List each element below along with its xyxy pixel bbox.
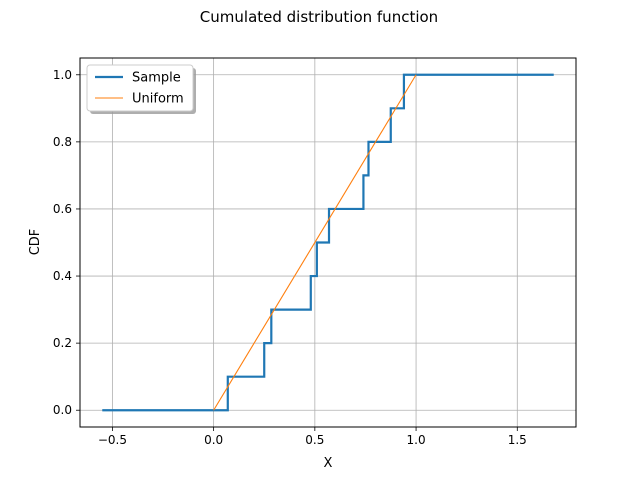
x-tick-label: 1.5 (508, 433, 527, 447)
y-tick-label: 0.6 (53, 202, 72, 216)
y-tick-label: 0.0 (53, 403, 72, 417)
y-axis-label: CDF (28, 229, 43, 256)
y-tick-label: 0.2 (53, 336, 72, 350)
series-uniform-line (213, 74, 417, 411)
plot-frame (79, 57, 577, 428)
legend-label-uniform: Uniform (132, 92, 184, 107)
y-tick-label: 1.0 (53, 68, 72, 82)
x-tick-label: 1.0 (407, 433, 426, 447)
axis-ticks: −0.5 0.0 0.5 1.0 1.5 0.0 0.2 0.4 0.6 0.8 1.0 (53, 68, 527, 447)
legend: Sample Uniform (86, 64, 196, 114)
x-tick-label: −0.5 (98, 433, 127, 447)
chart-title: Cumulated distribution function (200, 8, 438, 26)
series-sample-line (102, 73, 554, 412)
x-tick-label: 0.5 (305, 433, 324, 447)
y-tick-label: 0.4 (53, 269, 72, 283)
x-tick-label: 0.0 (204, 433, 223, 447)
y-tick-label: 0.8 (53, 135, 72, 149)
series-lines (102, 73, 554, 412)
legend-label-sample: Sample (132, 71, 181, 86)
x-axis-label: X (324, 456, 333, 471)
